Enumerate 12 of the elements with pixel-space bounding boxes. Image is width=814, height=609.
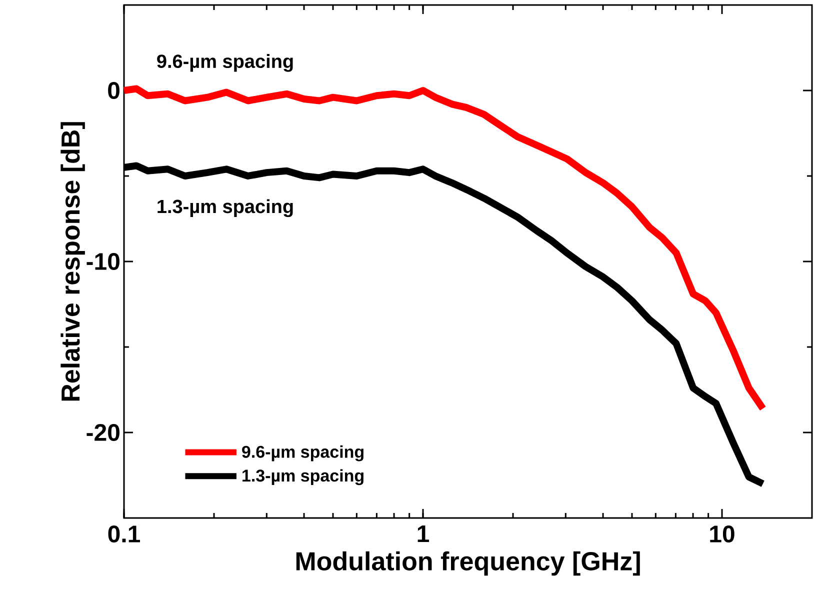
y-axis-title: Relative response [dB]	[60, 122, 85, 401]
y-tick-label: -10	[86, 253, 120, 270]
legend-label: 1.3-µm spacing	[242, 469, 364, 486]
annotation: 9.6-µm spacing	[157, 54, 293, 72]
x-tick-label: 10	[710, 526, 734, 543]
x-axis-title: Modulation frequency [GHz]	[296, 551, 640, 576]
x-tick-label: 1	[418, 526, 429, 542]
legend-label: 9.6-µm spacing	[242, 445, 364, 462]
annotation: 1.3-µm spacing	[158, 199, 293, 218]
y-tick-label: 0	[108, 82, 120, 99]
x-tick-label: 0.1	[108, 526, 140, 543]
y-tick-label: -20	[86, 424, 120, 441]
